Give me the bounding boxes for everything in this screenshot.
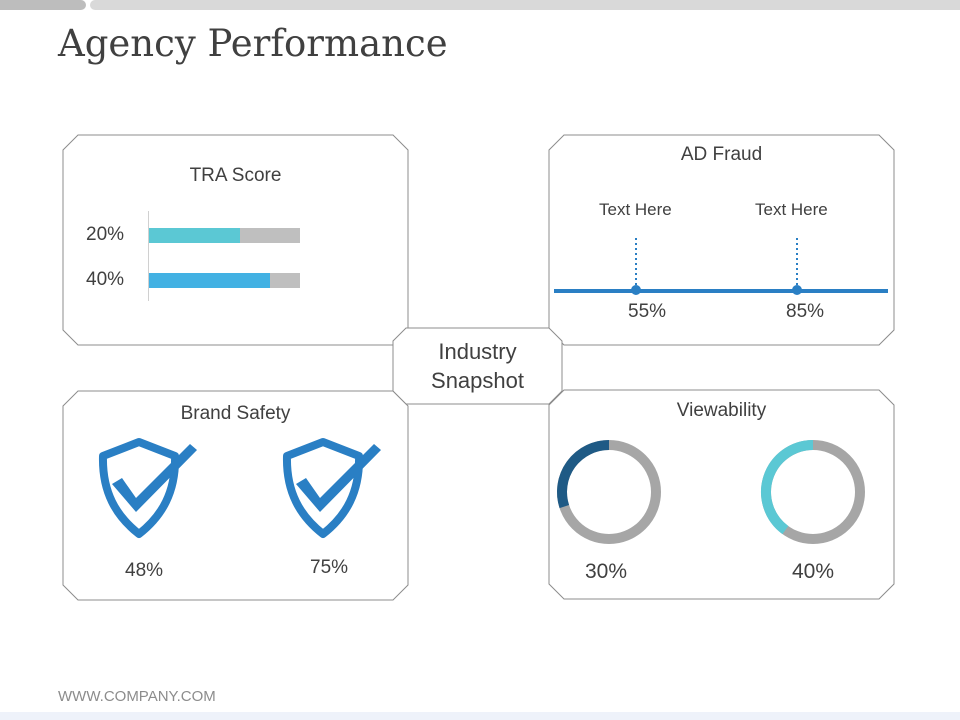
brand-safety-panel: Brand Safety 48% 75% <box>62 390 409 601</box>
brand-safety-value-2: 75% <box>310 557 349 578</box>
top-progress-strip <box>0 0 960 10</box>
tra-bar-2-track <box>149 273 300 288</box>
shield-check-icon <box>98 438 197 538</box>
ad-fraud-marker-1-text: Text Here <box>599 200 672 219</box>
ad-fraud-marker-2-text: Text Here <box>755 200 828 219</box>
tra-score-title: TRA Score <box>189 165 282 186</box>
ad-fraud-timeline <box>554 238 888 295</box>
ad-fraud-marker-1-value: 55% <box>628 301 667 322</box>
viewability-panel: Viewability 30% 40% <box>548 389 895 600</box>
viewability-donuts <box>557 440 865 544</box>
viewability-ring-2-fill <box>761 440 814 535</box>
industry-snapshot-badge: Industry Snapshot <box>392 327 563 405</box>
shield-check-icon <box>282 438 381 538</box>
tra-bar-2-label: 40% <box>86 269 125 290</box>
tra-bar-1-label: 20% <box>86 224 125 245</box>
tra-bar-1-fill <box>149 228 240 243</box>
industry-snapshot-line-2: Snapshot <box>431 368 524 393</box>
viewability-value-1: 30% <box>585 560 628 583</box>
tra-axis-line <box>148 211 149 301</box>
brand-safety-title: Brand Safety <box>180 403 291 424</box>
ad-fraud-marker-2-dot <box>792 285 802 295</box>
ad-fraud-marker-1-dot <box>631 285 641 295</box>
tra-score-panel: TRA Score 20% 40% <box>62 134 409 346</box>
tra-bar-1-track <box>149 228 300 243</box>
brand-safety-value-1: 48% <box>125 560 164 581</box>
viewability-title: Viewability <box>676 400 767 421</box>
ad-fraud-marker-2-value: 85% <box>786 301 825 322</box>
top-strip-segment-right <box>90 0 960 10</box>
industry-snapshot-line-1: Industry <box>438 339 517 364</box>
page-title: Agency Performance <box>58 22 448 65</box>
industry-snapshot-frame <box>392 327 563 405</box>
top-strip-segment-left <box>0 0 86 10</box>
tra-bar-2-fill <box>149 273 270 288</box>
ad-fraud-panel: AD Fraud Text Here Text Here 55% 85% <box>548 134 895 346</box>
footer-url: WWW.COMPANY.COM <box>58 688 216 705</box>
bottom-strip <box>0 712 960 720</box>
ad-fraud-title: AD Fraud <box>680 144 763 165</box>
viewability-value-2: 40% <box>792 560 835 583</box>
industry-snapshot-label: Industry Snapshot <box>392 327 563 405</box>
viewability-ring-1-fill <box>557 440 610 509</box>
